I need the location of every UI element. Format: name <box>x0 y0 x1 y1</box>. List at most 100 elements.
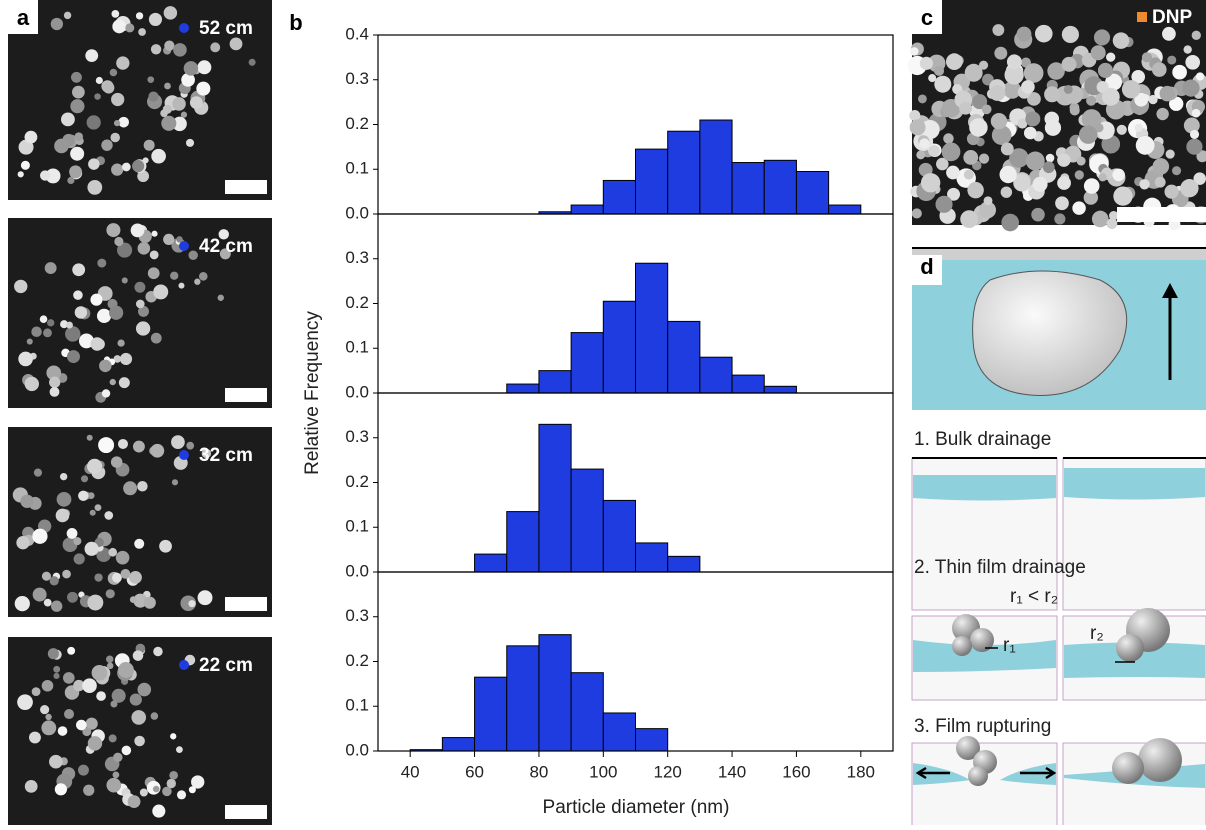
texture <box>1155 177 1166 188</box>
texture <box>70 99 84 113</box>
texture <box>148 267 160 279</box>
texture <box>1077 157 1086 166</box>
texture <box>934 66 944 76</box>
texture <box>1092 211 1109 228</box>
texture <box>919 138 929 148</box>
texture <box>1025 111 1040 126</box>
texture <box>45 262 57 274</box>
texture <box>153 647 162 656</box>
texture <box>69 165 82 178</box>
texture <box>119 377 130 388</box>
texture <box>31 326 42 337</box>
texture <box>76 720 87 731</box>
texture <box>138 242 151 255</box>
texture <box>67 350 80 363</box>
y-tick-label: 0.1 <box>345 696 369 715</box>
bar <box>571 205 603 214</box>
texture <box>62 570 71 579</box>
panel-letter: c <box>921 5 933 30</box>
texture <box>963 150 978 165</box>
texture <box>1062 26 1079 43</box>
texture <box>111 10 119 18</box>
texture <box>1192 31 1201 40</box>
texture <box>56 509 70 523</box>
texture <box>133 650 144 661</box>
texture <box>144 597 156 609</box>
texture <box>1106 52 1115 61</box>
texture <box>109 306 123 320</box>
texture <box>66 322 73 329</box>
scale-bar <box>1117 207 1206 222</box>
texture <box>1026 152 1045 171</box>
texture <box>1167 56 1176 65</box>
texture <box>104 511 113 520</box>
y-tick-label: 0.1 <box>345 159 369 178</box>
texture <box>942 142 961 161</box>
texture <box>967 182 983 198</box>
texture <box>110 69 118 77</box>
texture <box>96 77 103 84</box>
x-axis-title: Particle diameter (nm) <box>543 797 730 818</box>
bar <box>603 301 635 393</box>
texture <box>1017 27 1032 42</box>
texture <box>984 196 993 205</box>
texture <box>1044 86 1060 102</box>
texture <box>113 753 122 762</box>
texture <box>1182 79 1199 96</box>
texture <box>153 284 168 299</box>
texture <box>1045 120 1061 136</box>
step-label: 1. Bulk drainage <box>914 429 1051 450</box>
y-tick-label: 0.2 <box>345 472 369 491</box>
texture <box>1135 124 1143 132</box>
texture <box>1180 179 1198 197</box>
y-tick-label: 0.0 <box>345 203 369 222</box>
y-tick-label: 0.3 <box>345 606 369 625</box>
texture <box>111 93 124 106</box>
texture <box>188 600 195 607</box>
texture <box>113 771 120 778</box>
panel-letter: b <box>289 10 302 35</box>
texture <box>122 163 131 172</box>
texture <box>49 755 63 769</box>
texture <box>106 655 113 662</box>
schematic <box>912 608 1206 700</box>
texture <box>15 596 30 611</box>
texture <box>114 237 123 246</box>
bar <box>636 149 668 214</box>
texture <box>71 72 82 83</box>
texture <box>49 377 60 388</box>
texture <box>85 542 99 556</box>
texture <box>1024 63 1044 83</box>
texture <box>96 691 106 701</box>
texture <box>97 309 111 323</box>
texture <box>230 37 243 50</box>
texture <box>991 113 1007 129</box>
texture <box>25 377 39 391</box>
texture <box>1117 125 1127 135</box>
x-tick-label: 80 <box>529 762 548 781</box>
texture <box>125 23 134 32</box>
bar <box>829 205 861 214</box>
texture <box>40 705 49 714</box>
texture <box>25 780 38 793</box>
y-tick-label: 0.2 <box>345 114 369 133</box>
texture <box>1122 80 1140 98</box>
texture <box>132 160 144 172</box>
texture <box>123 481 137 495</box>
texture <box>121 569 131 579</box>
radius-label: r₁ <box>1003 635 1016 656</box>
texture <box>1043 161 1055 173</box>
texture <box>106 223 120 237</box>
texture <box>1075 170 1084 179</box>
texture <box>1035 25 1053 43</box>
texture <box>83 785 94 796</box>
texture <box>188 251 197 260</box>
texture <box>1064 85 1073 94</box>
texture <box>170 272 178 280</box>
texture <box>109 734 117 742</box>
texture <box>87 115 101 129</box>
texture <box>112 20 126 34</box>
texture <box>130 596 137 603</box>
bar <box>603 500 635 572</box>
